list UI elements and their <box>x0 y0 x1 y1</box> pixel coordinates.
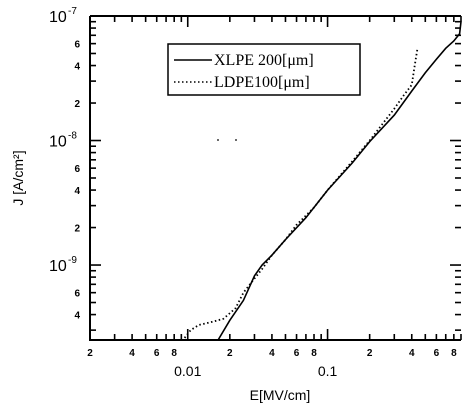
y-tick-label: 4 <box>74 62 80 73</box>
x-tick-label: 8 <box>171 348 177 359</box>
speck <box>235 139 237 141</box>
y-tick-label: 6 <box>74 289 80 300</box>
series-xlpe-line <box>217 21 462 341</box>
legend-box <box>167 43 361 96</box>
y-tick-label: 4 <box>74 311 80 322</box>
y-decade-label: 10 <box>49 258 67 275</box>
y-tick-label: 6 <box>74 40 80 51</box>
x-tick-label: 6 <box>294 348 300 359</box>
speck <box>217 139 219 141</box>
x-tick-label: 2 <box>87 348 93 359</box>
legend-label-ldpe: LDPE100[μm] <box>214 74 310 91</box>
series-ldpe-line <box>183 48 419 339</box>
legend: XLPE 200[μm] LDPE100[μm] <box>167 43 361 96</box>
y-tick-label: 2 <box>74 99 80 110</box>
scan-specks <box>217 139 237 141</box>
y-decade-exponent: -8 <box>68 131 77 142</box>
x-decade-label: 0.01 <box>174 363 201 379</box>
x-axis-title: E[MV/cm] <box>250 387 311 403</box>
y-tick-label: 4 <box>74 186 80 197</box>
y-tick-label: 2 <box>74 224 80 235</box>
x-tick-label: 8 <box>311 348 317 359</box>
x-tick-label: 4 <box>129 348 135 359</box>
y-decade-exponent: -9 <box>68 255 77 266</box>
x-tick-label: 4 <box>269 348 275 359</box>
y-axis-title: J [A/cm²] <box>10 150 26 205</box>
series-layer <box>183 21 462 341</box>
x-tick-label: 6 <box>434 348 440 359</box>
y-tick-label: 6 <box>74 164 80 175</box>
legend-label-xlpe: XLPE 200[μm] <box>214 52 314 69</box>
y-decade-exponent: -7 <box>68 6 77 17</box>
x-decade-label: 0.1 <box>318 363 338 379</box>
plot-frame <box>89 15 461 341</box>
x-tick-label: 6 <box>154 348 160 359</box>
y-decade-label: 10 <box>49 134 67 151</box>
y-decade-label: 10 <box>49 9 67 26</box>
x-tick-label: 4 <box>409 348 415 359</box>
x-tick-label: 8 <box>451 348 457 359</box>
x-tick-label: 2 <box>227 348 233 359</box>
x-tick-label: 2 <box>367 348 373 359</box>
